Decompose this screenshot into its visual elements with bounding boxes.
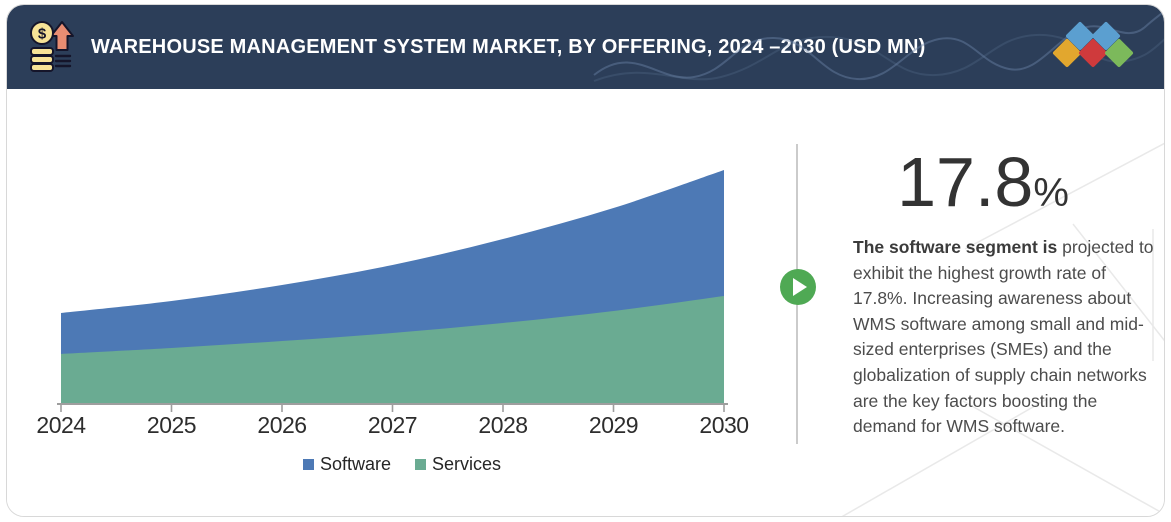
growth-rate-stat: 17.8% [853, 147, 1113, 217]
page-title: WAREHOUSE MANAGEMENT SYSTEM MARKET, BY O… [91, 35, 926, 58]
insight-lead: The software segment is [853, 237, 1063, 257]
x-tick-label: 2029 [589, 412, 638, 438]
services-area [61, 296, 724, 404]
svg-text:$: $ [38, 26, 47, 43]
play-icon [793, 278, 807, 296]
legend-item: Software [302, 454, 391, 475]
insight-body: projected to exhibit the highest growth … [853, 237, 1154, 437]
x-tick-label: 2024 [36, 412, 86, 438]
legend-item: Services [415, 454, 501, 475]
header-banner: $ WAREHOUSE MANAGEMENT SYSTEM MARKET, BY… [7, 5, 1164, 89]
x-tick-label: 2027 [368, 412, 417, 438]
x-tick-label: 2030 [699, 412, 748, 438]
x-tick-label: 2026 [257, 412, 306, 438]
report-card: $ WAREHOUSE MANAGEMENT SYSTEM MARKET, BY… [6, 4, 1165, 517]
chart-legend: Software Services [7, 452, 797, 476]
stat-value: 17.8 [897, 143, 1034, 221]
brand-diamonds-icon [1052, 21, 1134, 68]
x-tick-label: 2025 [147, 412, 196, 438]
money-growth-icon: $ [30, 21, 74, 72]
insight-text: The software segment is projected to exh… [853, 235, 1164, 440]
x-tick-label: 2028 [478, 412, 527, 438]
stat-unit: % [1033, 171, 1069, 215]
play-button[interactable] [780, 269, 816, 305]
header-decoration [593, 10, 1164, 82]
area-chart: 2024 2025 2026 2027 2028 2029 2030 [36, 170, 749, 438]
content-area: 2024 2025 2026 2027 2028 2029 2030 Software Se… [7, 89, 1164, 516]
legend-swatch [302, 458, 314, 470]
legend-swatch [415, 458, 426, 470]
